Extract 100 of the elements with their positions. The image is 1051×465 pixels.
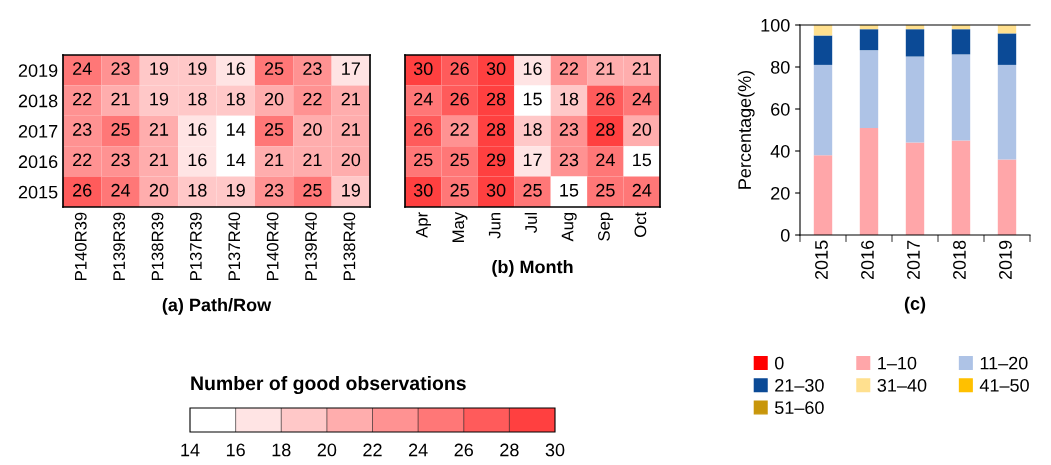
data-label: 19	[227, 183, 245, 197]
data-label: 19	[342, 183, 360, 197]
x-tick-label: 2019	[999, 240, 1012, 280]
color-bar-label: 18	[272, 443, 291, 457]
data-label: 25	[111, 123, 130, 136]
y-tick-label: 0	[780, 228, 790, 242]
color-bar-title: Number of good observations	[191, 375, 466, 395]
data-label: 20	[303, 123, 322, 136]
x-tick-label: P137R40	[228, 212, 241, 280]
x-tick-label: May	[452, 211, 468, 242]
legend-label: 21–30	[775, 378, 824, 392]
data-label: 21	[303, 153, 322, 167]
x-tick-label: Sep	[598, 212, 614, 241]
data-label: 16	[227, 62, 245, 76]
legend-label: 31–40	[877, 378, 927, 392]
data-label: 25	[596, 183, 615, 197]
x-tick-label: Aug	[561, 212, 577, 242]
legend-label: 1–10	[878, 356, 917, 370]
data-label: 20	[149, 183, 169, 197]
data-label: 21	[341, 92, 360, 106]
data-label: 23	[111, 153, 130, 167]
data-label: 29	[486, 153, 506, 167]
data-label: 23	[111, 62, 130, 76]
bar	[813, 155, 833, 235]
data-label: 23	[303, 62, 322, 76]
y-tick-label: 80	[770, 60, 790, 74]
bar	[859, 127, 879, 235]
data-label: 18	[188, 183, 207, 197]
data-label: 26	[596, 92, 615, 106]
y-tick-label: 40	[770, 144, 790, 158]
bar	[997, 64, 1017, 160]
y-tick-label: 20	[771, 186, 790, 200]
data-label: 25	[450, 183, 469, 197]
bar	[859, 29, 879, 51]
y-axis-title: Percentage(%)	[737, 70, 755, 189]
x-tick-label: 2017	[907, 240, 920, 280]
data-label: 23	[559, 123, 579, 136]
color-bar-label: 28	[500, 443, 519, 457]
x-tick-label: Jul	[524, 212, 537, 233]
data-label: 25	[303, 183, 322, 197]
data-label: 18	[523, 123, 542, 136]
color-bar-label: 14	[181, 443, 200, 457]
data-label: 21	[341, 123, 360, 136]
y-tick-label: 2017	[18, 124, 58, 138]
data-label: 20	[341, 153, 361, 167]
data-label: 17	[523, 153, 542, 167]
bar	[859, 50, 879, 128]
color-bar-label: 20	[317, 443, 337, 457]
x-tick-label: P137R39	[189, 212, 202, 280]
x-tick-label: Apr	[416, 212, 431, 238]
x-tick-label: P140R39	[74, 212, 87, 280]
data-label: 30	[486, 62, 506, 76]
bar	[905, 56, 925, 143]
data-label: 24	[632, 92, 652, 106]
data-label: 21	[632, 62, 651, 75]
data-label: 23	[264, 183, 284, 197]
data-label: 30	[413, 183, 433, 197]
x-tick-label: Oct	[634, 211, 647, 237]
data-label: 30	[486, 183, 506, 197]
data-label: 25	[264, 62, 284, 76]
data-label: 24	[632, 183, 652, 197]
x-tick-label: P138R40	[343, 212, 356, 280]
legend-label: 11–20	[980, 356, 1028, 370]
data-label: 17	[342, 62, 360, 75]
data-label: 16	[188, 123, 207, 136]
data-label: 23	[559, 153, 579, 167]
data-label: 21	[149, 153, 169, 167]
bar	[951, 54, 971, 141]
data-label: 25	[264, 123, 284, 136]
bar	[951, 140, 971, 235]
data-label: 19	[188, 62, 207, 76]
x-axis-title: (c)	[904, 296, 926, 314]
data-label: 18	[188, 92, 207, 106]
x-axis-title: (b) Month	[492, 260, 573, 277]
data-label: 24	[414, 92, 433, 106]
y-tick-label: 60	[771, 102, 790, 116]
data-label: 28	[486, 92, 506, 106]
bar	[905, 142, 925, 235]
data-label: 24	[111, 183, 131, 197]
bar	[997, 33, 1017, 65]
data-label: 22	[450, 123, 469, 136]
x-tick-label: P140R40	[266, 212, 279, 280]
data-label: 25	[523, 183, 542, 197]
data-label: 28	[596, 123, 615, 136]
data-label: 15	[560, 184, 579, 197]
y-tick-label: 2015	[18, 185, 58, 199]
data-label: 18	[227, 92, 245, 106]
data-label: 21	[596, 62, 615, 75]
data-label: 19	[150, 92, 169, 106]
data-label: 23	[73, 123, 92, 136]
bar	[813, 25, 833, 36]
data-label: 22	[73, 92, 92, 106]
data-label: 26	[73, 183, 92, 197]
x-tick-label: 2018	[953, 240, 966, 280]
data-label: 28	[486, 123, 506, 136]
data-label: 22	[559, 62, 579, 75]
data-label: 20	[632, 123, 652, 136]
data-label: 26	[414, 123, 433, 136]
y-tick-label: 2016	[18, 155, 58, 169]
data-label: 20	[264, 92, 284, 106]
